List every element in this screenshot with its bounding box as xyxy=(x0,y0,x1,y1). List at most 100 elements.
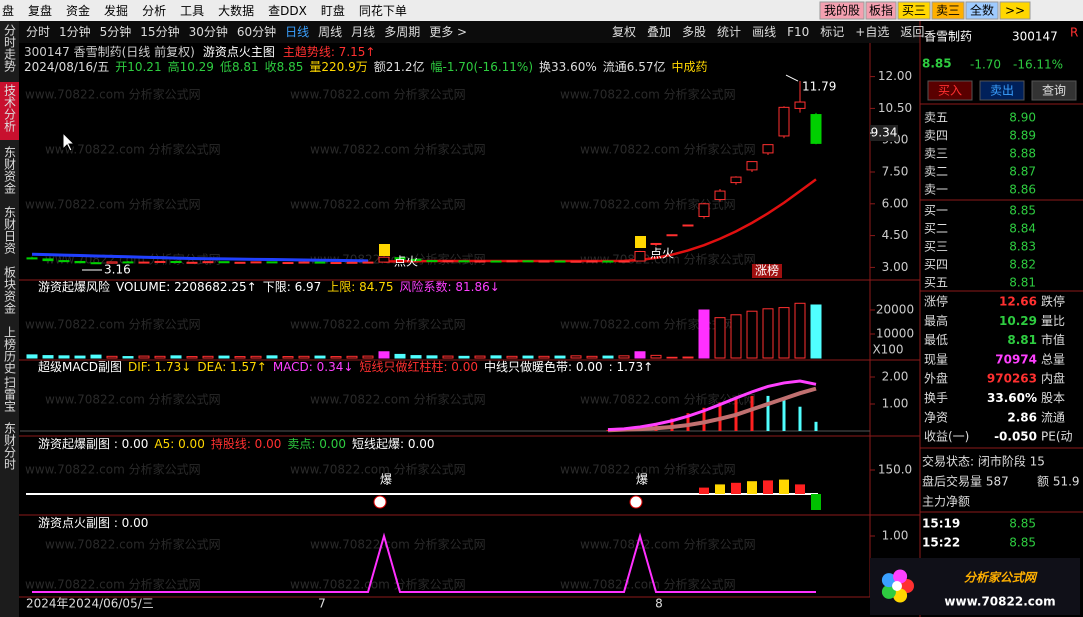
tool-button[interactable]: 叠加 xyxy=(647,25,671,39)
menu-item[interactable]: 大数据 xyxy=(218,3,254,18)
macd-bar xyxy=(718,402,722,431)
menu-item[interactable]: 查DDX xyxy=(268,4,307,18)
candle-body xyxy=(74,260,86,264)
tool-button[interactable]: 统计 xyxy=(717,25,741,39)
menu-button[interactable]: >> xyxy=(1005,4,1025,18)
tool-button[interactable]: 复权 xyxy=(612,25,636,39)
period-tab[interactable]: 15分钟 xyxy=(140,24,179,39)
burst-bar xyxy=(779,479,789,494)
side-tab[interactable]: 扫雷宝 xyxy=(3,376,17,412)
trade-button[interactable]: 卖出 xyxy=(990,84,1014,98)
side-tab[interactable]: 东财分时 xyxy=(3,422,17,470)
menu-button[interactable]: 全数 xyxy=(970,3,994,18)
volume-bar xyxy=(538,355,550,359)
period-tab[interactable]: 日线 xyxy=(285,25,309,39)
menu-item[interactable]: 盯盘 xyxy=(321,3,345,18)
menu-button[interactable]: 板指 xyxy=(869,3,893,18)
watermark: www.70822.com 分析家公式网 xyxy=(45,142,221,157)
candle-body xyxy=(138,261,150,264)
period-tab[interactable]: 5分钟 xyxy=(100,24,132,39)
stat-label: 内盘 xyxy=(1041,371,1065,386)
trade-button[interactable]: 查询 xyxy=(1042,84,1066,98)
side-tab[interactable]: 技术分析 xyxy=(3,84,17,133)
period-tab[interactable]: 月线 xyxy=(351,25,375,39)
watermark: www.70822.com 分析家公式网 xyxy=(310,537,486,552)
volume-bar xyxy=(794,302,806,359)
watermark: www.70822.com 分析家公式网 xyxy=(310,142,486,157)
tool-button[interactable]: 画线 xyxy=(752,25,776,39)
volume-bar xyxy=(266,355,278,359)
stat-value: -0.050 xyxy=(994,430,1037,444)
menu-item[interactable]: 资金 xyxy=(66,3,90,18)
stat-value: 33.60% xyxy=(987,391,1037,405)
side-tab[interactable]: 上榜历史 xyxy=(3,326,17,374)
tool-button[interactable]: +自选 xyxy=(855,25,889,39)
period-tab[interactable]: 30分钟 xyxy=(189,24,228,39)
side-tab[interactable]: 板块资金 xyxy=(3,266,17,314)
side-tab[interactable]: 东财日资 xyxy=(3,206,17,255)
menu-button-bg xyxy=(931,1,965,20)
period-tab[interactable]: 多周期 xyxy=(384,25,420,39)
menu-item[interactable]: 盘 xyxy=(2,3,14,18)
y-tick-label: 3.00 xyxy=(882,260,909,274)
macd-bar xyxy=(766,395,770,431)
tick-time: 15:22 xyxy=(922,536,960,550)
tool-button[interactable]: F10 xyxy=(787,25,809,39)
trade-status: 交易状态: 闭市阶段 15 xyxy=(922,454,1045,469)
stat-label: 净资 xyxy=(924,410,948,424)
menu-item[interactable]: 同花下单 xyxy=(359,3,407,18)
volume-bar xyxy=(746,310,758,359)
date-label: 2024年2024/06/05/三 xyxy=(26,597,154,611)
volume-bar xyxy=(362,355,374,359)
menu-item[interactable]: 发掘 xyxy=(104,3,128,18)
macd-header: 短线只做红柱柱: 0.00 xyxy=(359,359,478,374)
volume-bar xyxy=(314,355,326,359)
period-tab[interactable]: 60分钟 xyxy=(237,24,276,39)
volume-bar xyxy=(730,314,742,359)
fire-header: 游资点火副图 : 0.00 xyxy=(38,516,148,530)
main-net: 主力净额 xyxy=(922,495,970,509)
y-tick-label: 150.0 xyxy=(878,463,912,477)
candle-body xyxy=(506,260,518,263)
trade-button[interactable]: 买入 xyxy=(938,84,962,98)
book-price: 8.90 xyxy=(1009,111,1036,125)
candle-body xyxy=(282,262,294,265)
period-tab[interactable]: 周线 xyxy=(318,25,342,39)
menu-item[interactable]: 复盘 xyxy=(28,3,52,18)
last-price: 8.85 xyxy=(922,57,952,71)
tool-button[interactable]: 多股 xyxy=(682,25,706,39)
price-marker-bg xyxy=(870,124,898,141)
tool-button[interactable]: 返回 xyxy=(900,25,924,39)
macd-header: : 1.73↑ xyxy=(609,360,654,374)
period-tab[interactable]: 更多 > xyxy=(429,25,467,39)
burst-bar xyxy=(811,494,821,510)
book-price: 8.83 xyxy=(1009,240,1036,254)
menu-button[interactable]: 卖三 xyxy=(936,4,960,18)
menu-button[interactable]: 买三 xyxy=(902,4,926,18)
period-tab[interactable]: 1分钟 xyxy=(59,24,91,39)
burst-header: 持股线: 0.00 xyxy=(211,436,282,451)
stat-label: 现量 xyxy=(924,352,948,366)
volume-bar xyxy=(90,354,102,359)
macd-header: 超级MACD副图 xyxy=(38,359,122,374)
ohlc-info: 收8.85 xyxy=(265,60,304,74)
volume-bar xyxy=(234,356,246,359)
candle-body xyxy=(810,114,822,144)
book-price: 8.89 xyxy=(1009,129,1036,143)
volume-bar xyxy=(106,355,118,359)
book-level: 买五 xyxy=(924,276,948,290)
tool-button[interactable]: 标记 xyxy=(820,25,844,39)
menu-item[interactable]: 工具 xyxy=(180,4,204,18)
menu-button[interactable]: 我的股 xyxy=(824,3,860,18)
candle-body xyxy=(378,256,390,263)
volume-header: 下限: 6.97 xyxy=(263,280,322,294)
side-tab[interactable]: 分时走势 xyxy=(3,24,17,72)
candle-body xyxy=(666,234,678,237)
side-tab[interactable]: 东财资金 xyxy=(3,146,17,194)
candle-body xyxy=(410,258,422,262)
volume-bar xyxy=(42,355,54,359)
menu-item[interactable]: 分析 xyxy=(142,4,166,18)
period-tab[interactable]: 分时 xyxy=(26,25,50,39)
candle-body xyxy=(154,260,166,263)
price-change: -1.70 xyxy=(970,58,1001,72)
